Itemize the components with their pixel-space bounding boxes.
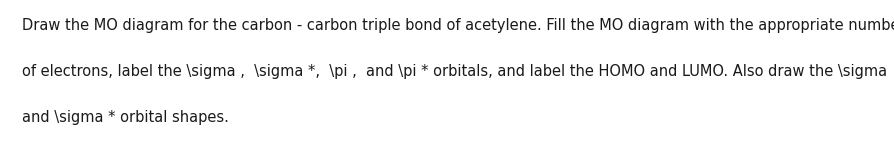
- Text: Draw the MO diagram for the carbon - carbon triple bond of acetylene. Fill the M: Draw the MO diagram for the carbon - car…: [22, 18, 894, 33]
- Text: of electrons, label the \sigma ,  \sigma *,  \pi ,  and \pi * orbitals, and labe: of electrons, label the \sigma , \sigma …: [22, 64, 886, 79]
- Text: and \sigma * orbital shapes.: and \sigma * orbital shapes.: [22, 110, 229, 125]
